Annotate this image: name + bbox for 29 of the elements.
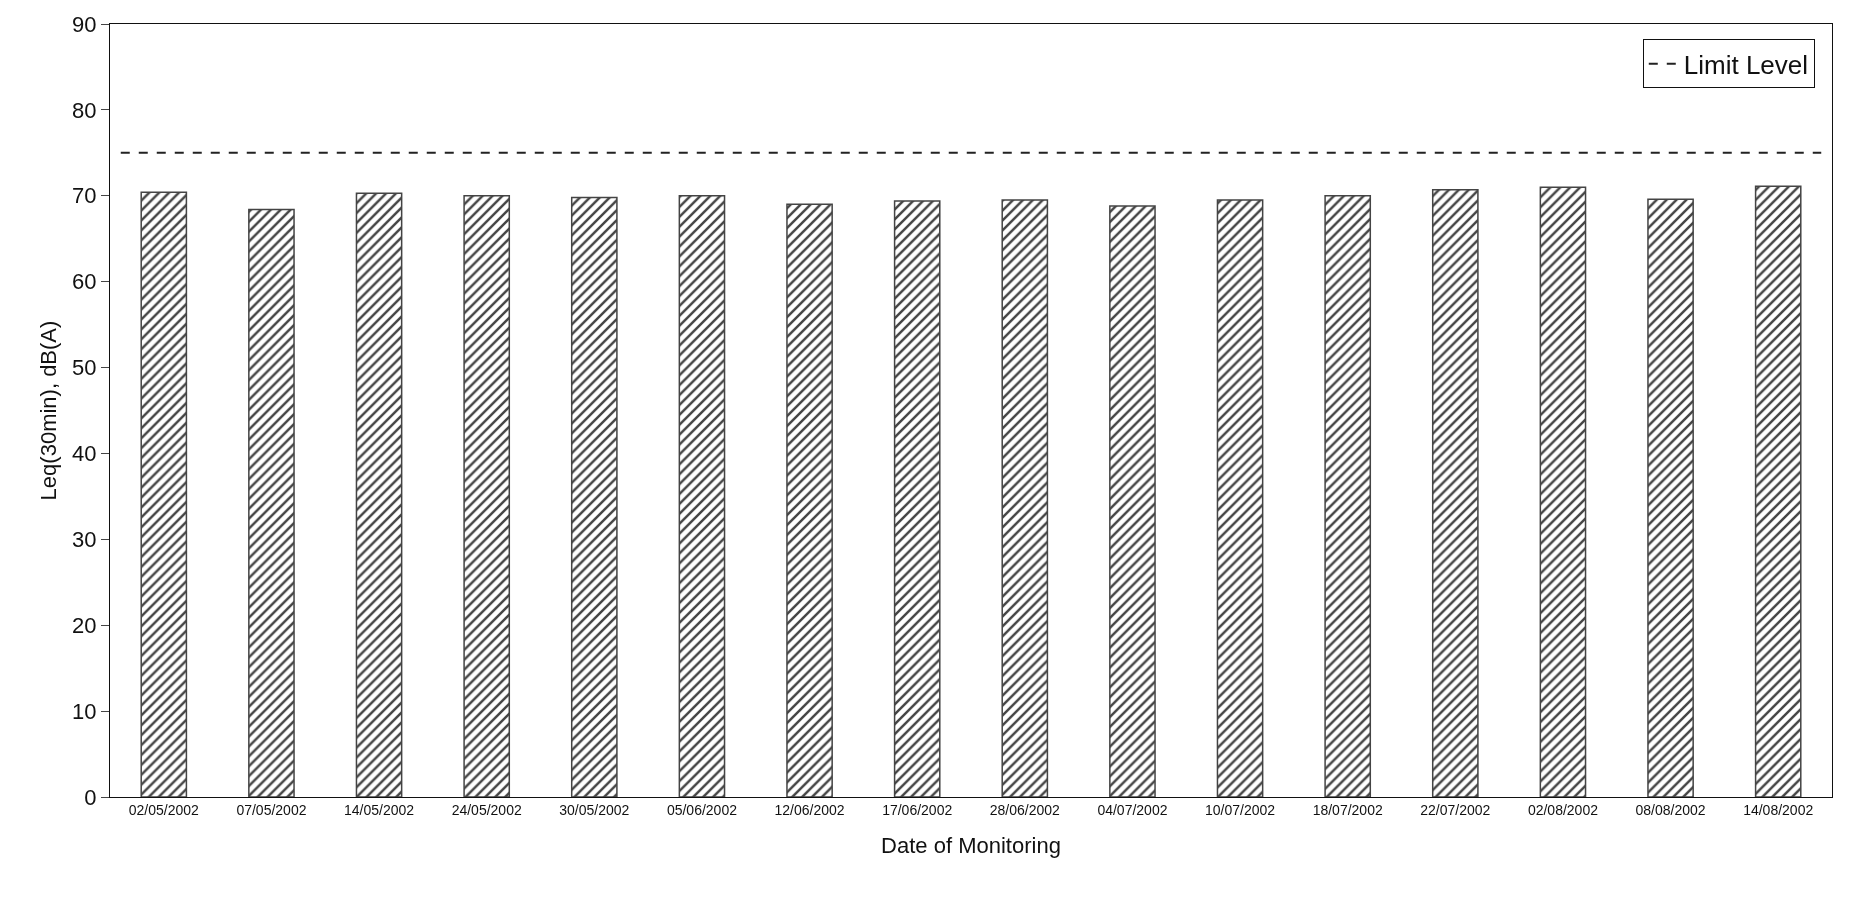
y-tick-label: 90 bbox=[72, 11, 97, 37]
y-axis-title: Leq(30min), dB(A) bbox=[36, 320, 61, 501]
y-tick-label: 70 bbox=[72, 183, 97, 209]
x-tick-label: 02/05/2002 bbox=[128, 801, 200, 818]
x-tick-label: 07/05/2002 bbox=[236, 801, 307, 818]
x-tick-label: 30/05/2002 bbox=[559, 801, 630, 818]
y-tick-label: 50 bbox=[72, 355, 97, 381]
x-tick-label: 04/07/2002 bbox=[1097, 801, 1168, 818]
x-tick-label: 05/06/2002 bbox=[666, 801, 738, 818]
x-tick-label: 24/05/2002 bbox=[451, 801, 522, 818]
legend-label: Limit Level bbox=[1683, 50, 1809, 80]
x-tick-label: 17/06/2002 bbox=[882, 801, 953, 818]
x-tick-label: 14/05/2002 bbox=[344, 801, 415, 818]
y-tick-label: 80 bbox=[72, 97, 97, 123]
x-tick-label: 10/07/2002 bbox=[1205, 801, 1276, 818]
x-tick-label: 18/07/2002 bbox=[1312, 801, 1383, 818]
x-tick-label: 12/06/2002 bbox=[774, 801, 845, 818]
x-tick-label: 28/06/2002 bbox=[989, 801, 1061, 818]
x-tick-label: 14/08/2002 bbox=[1743, 801, 1814, 818]
y-tick-label: 60 bbox=[72, 269, 97, 295]
x-tick-label: 08/08/2002 bbox=[1635, 801, 1706, 818]
x-axis-title: Date of Monitoring bbox=[881, 832, 1061, 858]
y-tick-label: 0 bbox=[84, 784, 97, 810]
y-tick-label: 10 bbox=[72, 698, 97, 724]
y-tick-label: 20 bbox=[72, 612, 97, 638]
x-tick-label: 22/07/2002 bbox=[1420, 801, 1491, 818]
y-tick-label: 40 bbox=[72, 441, 97, 467]
y-tick-label: 30 bbox=[72, 527, 97, 553]
x-tick-label: 02/08/2002 bbox=[1527, 801, 1599, 818]
